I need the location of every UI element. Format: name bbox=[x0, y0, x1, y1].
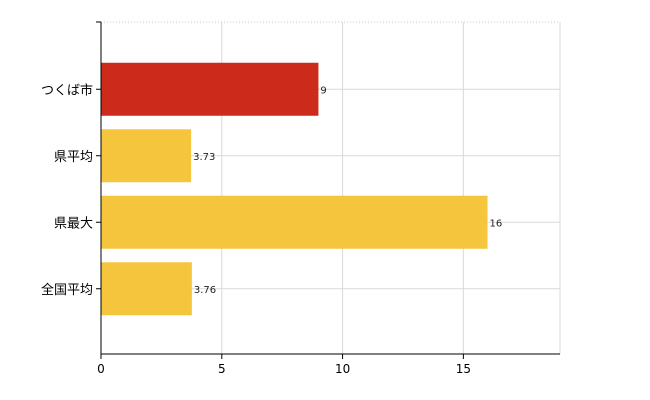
value-label-1: 3.73 bbox=[193, 152, 215, 163]
value-label-0: 9 bbox=[320, 85, 326, 96]
x-tick-label-0: 0 bbox=[97, 362, 105, 376]
value-label-3: 3.76 bbox=[194, 285, 216, 296]
category-label-0: つくば市 bbox=[41, 82, 93, 98]
axes-group bbox=[96, 21, 560, 355]
bar-3 bbox=[101, 262, 192, 316]
bars-group bbox=[101, 62, 488, 316]
x-ticks-group: 0 5 10 15 bbox=[97, 354, 471, 376]
bar-2 bbox=[101, 195, 488, 249]
x-tick-label-10: 10 bbox=[335, 362, 350, 376]
category-label-1: 県平均 bbox=[54, 150, 93, 165]
x-tick-label-15: 15 bbox=[456, 362, 471, 376]
value-labels-group: 9 3.73 16 3.76 bbox=[193, 85, 502, 296]
bar-0 bbox=[101, 62, 319, 116]
bar-1 bbox=[101, 129, 192, 183]
value-label-2: 16 bbox=[490, 218, 503, 229]
category-label-3: 全国平均 bbox=[41, 282, 93, 298]
x-tick-label-5: 5 bbox=[218, 362, 226, 376]
category-label-2: 県最大 bbox=[54, 216, 93, 231]
